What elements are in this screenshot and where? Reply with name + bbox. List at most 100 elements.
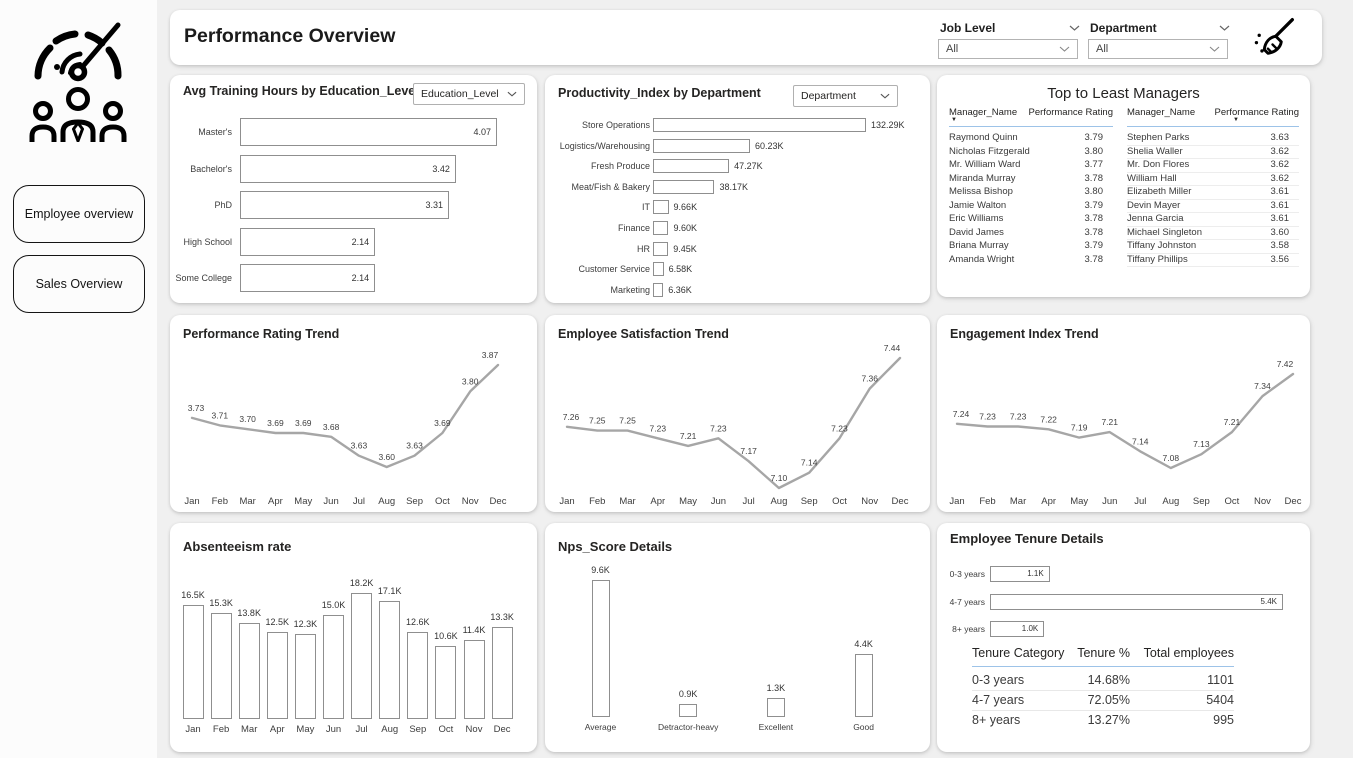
bar-apr[interactable] [266,632,288,719]
table-row[interactable]: Amanda Wright 3.78 [949,254,1113,268]
svg-text:7.19: 7.19 [1071,423,1088,433]
table-row[interactable]: Mr. Don Flores 3.62 [1127,159,1299,173]
cell: 13.27% [1087,713,1130,727]
performance-rating: 3.62 [1270,159,1290,170]
bar-dec[interactable] [491,626,513,719]
table-row[interactable]: Mr. William Ward 3.77 [949,159,1113,173]
bar-hr[interactable] [653,241,669,256]
column-header-manager-name[interactable]: Manager_Name [1127,107,1196,118]
column-header-tenure-[interactable]: Tenure % [1077,646,1130,660]
bar-nov[interactable] [463,640,485,719]
value-label: 15.0K [321,600,346,611]
department-dropdown[interactable]: Department [793,85,898,107]
sidebar-button-employee-overview[interactable]: Employee overview [13,185,145,243]
bar-some-college[interactable]: 2.14 [240,264,376,293]
chevron-down-icon [1209,46,1220,52]
column-header-performance-rating[interactable]: Performance Rating [1214,107,1299,118]
bar-meat-fish-bakery[interactable] [653,179,715,194]
table-row[interactable]: Michael Singleton 3.60 [1127,227,1299,240]
bar-logistics-warehousing[interactable] [653,138,750,153]
bar-sep[interactable] [407,631,429,719]
bar-0-3-years[interactable]: 1.1K [990,566,1050,582]
table-row[interactable]: Raymond Quinn 3.79 [949,132,1113,146]
bar-average[interactable] [591,580,610,717]
table-row[interactable]: Shelia Waller 3.62 [1127,146,1299,159]
bar-feb[interactable] [210,613,232,719]
bar-jul[interactable] [351,593,373,719]
bar-detractor-heavy[interactable] [679,704,698,717]
svg-text:Nov: Nov [462,496,479,507]
education-level-dropdown[interactable]: Education_Level [413,83,525,105]
svg-text:Sep: Sep [406,496,423,507]
table-row[interactable]: 4-7 years 72.05% 5404 [972,691,1234,711]
bar-marketing[interactable] [653,282,664,297]
bar-8-years[interactable]: 1.0K [990,621,1045,637]
bar-label: High School [183,236,232,247]
bar-label: Some College [175,273,232,284]
table-row[interactable]: Nicholas Fitzgerald 3.80 [949,146,1113,160]
table-row[interactable]: Melissa Bishop 3.80 [949,186,1113,200]
column-header-tenure-category[interactable]: Tenure Category [972,646,1065,660]
chevron-down-icon[interactable] [1219,25,1230,31]
bar-oct[interactable] [435,645,457,719]
table-row[interactable]: William Hall 3.62 [1127,173,1299,186]
bar-excellent[interactable] [766,698,785,717]
bar-finance[interactable] [653,221,669,235]
table-row[interactable]: Briana Murray 3.79 [949,240,1113,254]
bar-mar[interactable] [238,623,260,719]
table-row[interactable]: 0-3 years 14.68% 1101 [972,671,1234,691]
svg-text:7.21: 7.21 [1101,417,1118,427]
svg-text:7.23: 7.23 [710,423,727,433]
svg-text:Jun: Jun [323,496,338,507]
svg-text:7.44: 7.44 [884,343,901,353]
svg-text:7.14: 7.14 [801,458,818,468]
value-label: 13.8K [237,608,261,619]
table-row[interactable]: Miranda Murray 3.78 [949,173,1113,187]
table-row[interactable]: Tiffany Phillips 3.56 [1127,254,1299,267]
bar-bachelor-s[interactable]: 3.42 [240,154,456,183]
svg-text:7.17: 7.17 [740,446,757,456]
value-label: 5.4K [1260,596,1277,606]
bar-phd[interactable]: 3.31 [240,191,449,220]
table-row[interactable]: David James 3.78 [949,227,1113,241]
bar-high-school[interactable]: 2.14 [240,227,376,256]
bar-customer-service[interactable] [653,262,664,277]
bar-jun[interactable] [323,615,344,719]
chevron-down-icon[interactable] [1069,25,1080,31]
bar-aug[interactable] [379,600,401,719]
bar-may[interactable] [294,633,316,719]
column-header-manager-name[interactable]: Manager_Name [949,107,1018,118]
job-level-filter-select[interactable]: All [938,39,1078,59]
svg-text:3.69: 3.69 [267,418,284,428]
bar-it[interactable] [653,200,669,215]
column-header-performance-rating[interactable]: Performance Rating [1028,107,1113,118]
sidebar-button-sales-overview[interactable]: Sales Overview [13,255,145,313]
bar-label: IT [642,202,650,213]
svg-text:Oct: Oct [1225,496,1240,507]
table-row[interactable]: Elizabeth Miller 3.61 [1127,186,1299,200]
table-row[interactable]: 8+ years 13.27% 995 [972,711,1234,731]
broom-clear-filters-icon[interactable] [1250,16,1296,62]
column-header-total-employees[interactable]: Total employees [1143,646,1234,660]
sort-descending-icon: ▼ [951,117,957,123]
svg-text:7.25: 7.25 [619,416,636,426]
department-filter-select[interactable]: All [1088,39,1228,59]
bar-fresh-produce[interactable] [653,159,730,174]
performance-rating: 3.61 [1270,213,1290,224]
table-row[interactable]: Jamie Walton 3.79 [949,200,1113,214]
svg-text:3.63: 3.63 [351,441,368,451]
table-row[interactable]: Stephen Parks 3.63 [1127,132,1299,146]
table-row[interactable]: Eric Williams 3.78 [949,213,1113,227]
table-row[interactable]: Tiffany Johnston 3.58 [1127,240,1299,254]
manager-name: Jamie Walton [949,199,1007,211]
table-row[interactable]: Jenna Garcia 3.61 [1127,213,1299,227]
value-label: 9.60K [673,223,697,233]
table-row[interactable]: Devin Mayer 3.61 [1127,200,1299,213]
bar-master-s[interactable]: 4.07 [240,118,497,146]
department-filter-label: Department [1090,21,1230,35]
svg-text:3.70: 3.70 [239,414,256,424]
bar-good[interactable] [854,654,873,717]
bar-4-7-years[interactable]: 5.4K [990,593,1283,610]
bar-jan[interactable] [182,604,204,719]
bar-store-operations[interactable] [653,118,866,132]
